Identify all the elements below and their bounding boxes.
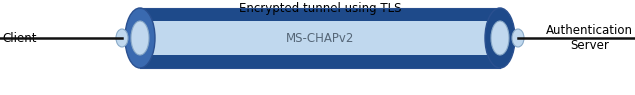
Bar	[122, 29, 146, 47]
Text: Authentication
Server: Authentication Server	[546, 24, 633, 52]
Ellipse shape	[116, 29, 128, 47]
Ellipse shape	[131, 21, 149, 55]
Text: Client: Client	[2, 32, 36, 44]
Ellipse shape	[488, 29, 500, 47]
Ellipse shape	[485, 8, 515, 68]
Ellipse shape	[512, 29, 524, 47]
Text: MS-CHAPv2: MS-CHAPv2	[286, 32, 354, 44]
Bar	[494, 29, 518, 47]
Ellipse shape	[491, 21, 509, 55]
Bar	[140, 8, 500, 68]
Ellipse shape	[140, 29, 152, 47]
Ellipse shape	[125, 8, 155, 68]
Text: Encrypted tunnel using TLS: Encrypted tunnel using TLS	[239, 2, 401, 15]
Bar	[140, 21, 500, 55]
